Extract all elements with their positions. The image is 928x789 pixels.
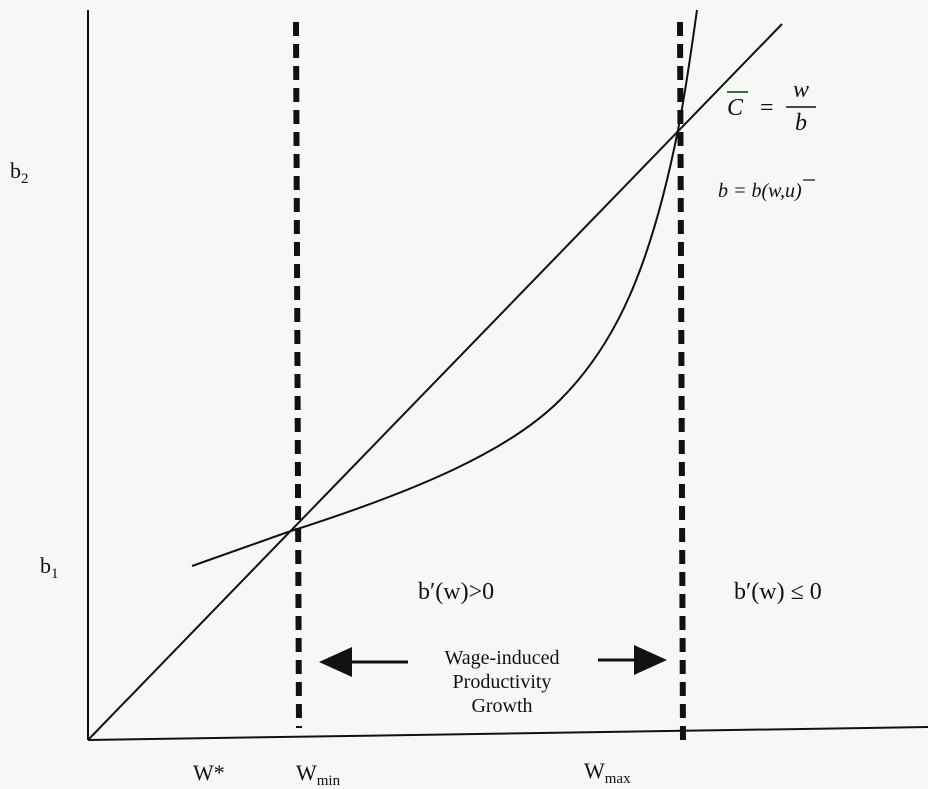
y-label-b2: b2 bbox=[10, 158, 29, 187]
annotation-line-2: Productivity bbox=[452, 671, 552, 693]
productivity-curve-label: b = b(w,u) bbox=[718, 180, 802, 202]
annotation-line-1: Wage-induced bbox=[444, 647, 560, 669]
right-region-condition: b′(w) ≤ 0 bbox=[734, 579, 822, 605]
wmax-dashed-line bbox=[677, 21, 686, 741]
wage-induced-annotation: Wage-induced Productivity Growth bbox=[412, 646, 592, 718]
x-label-wstar: W* bbox=[193, 760, 225, 785]
left-region-condition: b′(w)>0 bbox=[418, 579, 495, 605]
x-label-wmax: Wmax bbox=[584, 758, 631, 787]
productivity-curve bbox=[191, 9, 698, 567]
cost-line-equals: = bbox=[760, 95, 774, 121]
cost-line-denominator: b bbox=[795, 110, 807, 136]
x-axis bbox=[87, 726, 928, 741]
x-label-wmin: Wmin bbox=[296, 760, 341, 789]
cost-line bbox=[87, 23, 783, 741]
annotation-line-3: Growth bbox=[471, 695, 533, 717]
cost-line-lhs: C bbox=[727, 95, 744, 121]
cost-line-numerator: w bbox=[793, 77, 810, 103]
y-label-b1: b1 bbox=[40, 553, 59, 582]
wmin-dashed-line bbox=[293, 21, 302, 729]
